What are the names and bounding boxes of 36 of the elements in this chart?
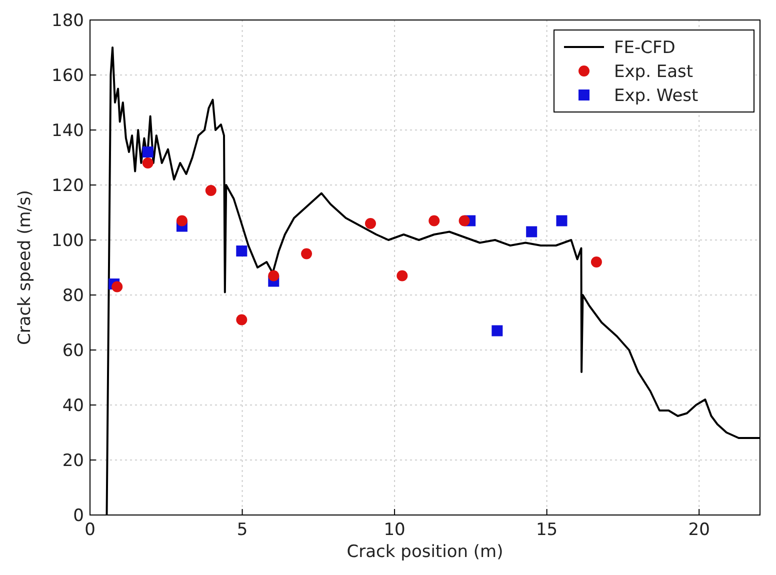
point [364,218,376,229]
point [396,270,408,282]
point [112,281,123,292]
legend-label: Exp. East [614,62,694,82]
point [142,146,154,158]
point [301,248,312,260]
legend-label: Exp. West [614,86,699,106]
x-tick-label: 20 [688,520,710,540]
y-tick-label: 20 [62,451,84,471]
y-tick-label: 80 [62,286,84,306]
y-tick-label: 140 [52,121,84,141]
point [492,325,503,336]
y-tick-label: 60 [62,341,84,361]
point [590,256,602,268]
point [142,158,154,168]
point [176,215,188,226]
point [458,215,470,226]
x-tick-label: 15 [536,520,558,540]
x-tick-label: 5 [236,520,248,540]
y-tick-label: 160 [52,66,84,86]
y-tick-label: 40 [62,396,84,416]
y-tick-label: 100 [52,231,84,251]
point [268,270,280,282]
y-tick-label: 0 [73,506,84,526]
point [236,246,248,256]
y-tick-label: 180 [52,11,84,31]
point [556,215,568,226]
point [428,215,440,226]
point [205,185,216,196]
x-tick-label: 10 [384,520,406,540]
point [236,314,248,326]
point [526,226,538,238]
y-tick-label: 120 [52,176,84,196]
y-axis-title: Crack speed (m/s) [15,190,35,346]
x-axis-title: Crack position (m) [346,542,504,562]
legend-label: FE-CFD [614,38,676,58]
